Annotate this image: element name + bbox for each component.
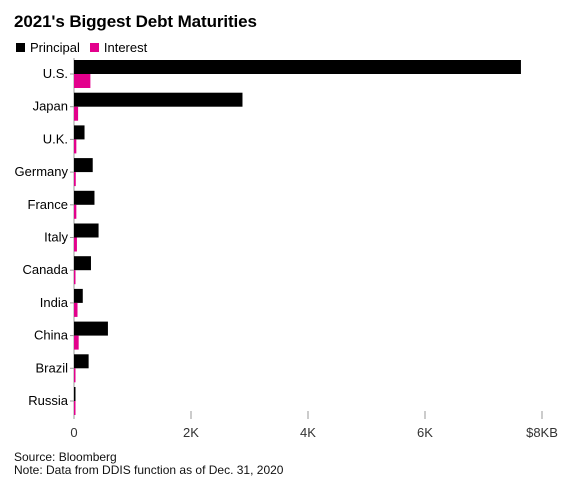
category-label: U.S.	[43, 66, 68, 81]
principal-bar	[74, 321, 108, 336]
interest-bar	[74, 139, 77, 154]
category-label: Italy	[44, 230, 68, 245]
legend: Principal Interest	[16, 39, 157, 55]
category-label: Russia	[28, 393, 69, 408]
source-note: Source: Bloomberg	[14, 450, 117, 464]
category-label: Brazil	[35, 360, 68, 375]
interest-bar	[74, 204, 77, 219]
legend-swatch-interest	[89, 42, 99, 52]
interest-bar	[74, 335, 79, 350]
category-label: U.K.	[43, 131, 68, 146]
principal-bar	[74, 125, 85, 140]
legend-label-interest: Interest	[103, 39, 148, 55]
interest-bar	[74, 237, 77, 252]
principal-bar	[74, 60, 521, 74]
data-note: Note: Data from DDIS function as of Dec.…	[14, 463, 284, 477]
principal-bar	[74, 354, 89, 369]
principal-bar	[74, 223, 99, 238]
legend-label-principal: Principal	[30, 39, 80, 55]
legend-item-interest: Interest	[89, 39, 148, 55]
x-tick-label: $8KB	[526, 425, 558, 440]
principal-bar	[74, 92, 243, 107]
chart-footer: Source: Bloomberg Note: Data from DDIS f…	[14, 451, 283, 477]
chart-title: 2021's Biggest Debt Maturities	[14, 12, 257, 31]
x-tick-label: 2K	[183, 425, 199, 440]
category-label: France	[28, 197, 68, 212]
interest-bar	[74, 368, 76, 383]
category-label: Japan	[33, 99, 68, 114]
category-label: India	[40, 295, 69, 310]
interest-bar	[74, 106, 79, 121]
principal-bar	[74, 387, 76, 401]
x-tick-label: 4K	[300, 425, 316, 440]
principal-bar	[74, 256, 91, 271]
principal-bar	[74, 158, 93, 173]
category-label: Canada	[22, 262, 68, 277]
principal-bar	[74, 288, 83, 303]
category-label: Germany	[15, 164, 69, 179]
x-tick-label: 0	[70, 425, 77, 440]
interest-bar	[74, 302, 78, 317]
principal-bar	[74, 190, 95, 205]
interest-bar	[74, 74, 91, 88]
legend-item-principal: Principal	[16, 40, 80, 55]
interest-bar	[74, 401, 76, 415]
legend-swatch-principal	[16, 42, 25, 52]
bar-chart: 0 2K 4K 6K $8KB U.S. Japan U.K. Germany France Ita…	[15, 58, 558, 440]
x-tick-label: 6K	[417, 425, 433, 440]
interest-bar	[74, 270, 76, 285]
interest-bar	[74, 172, 76, 187]
category-label: China	[34, 328, 69, 343]
